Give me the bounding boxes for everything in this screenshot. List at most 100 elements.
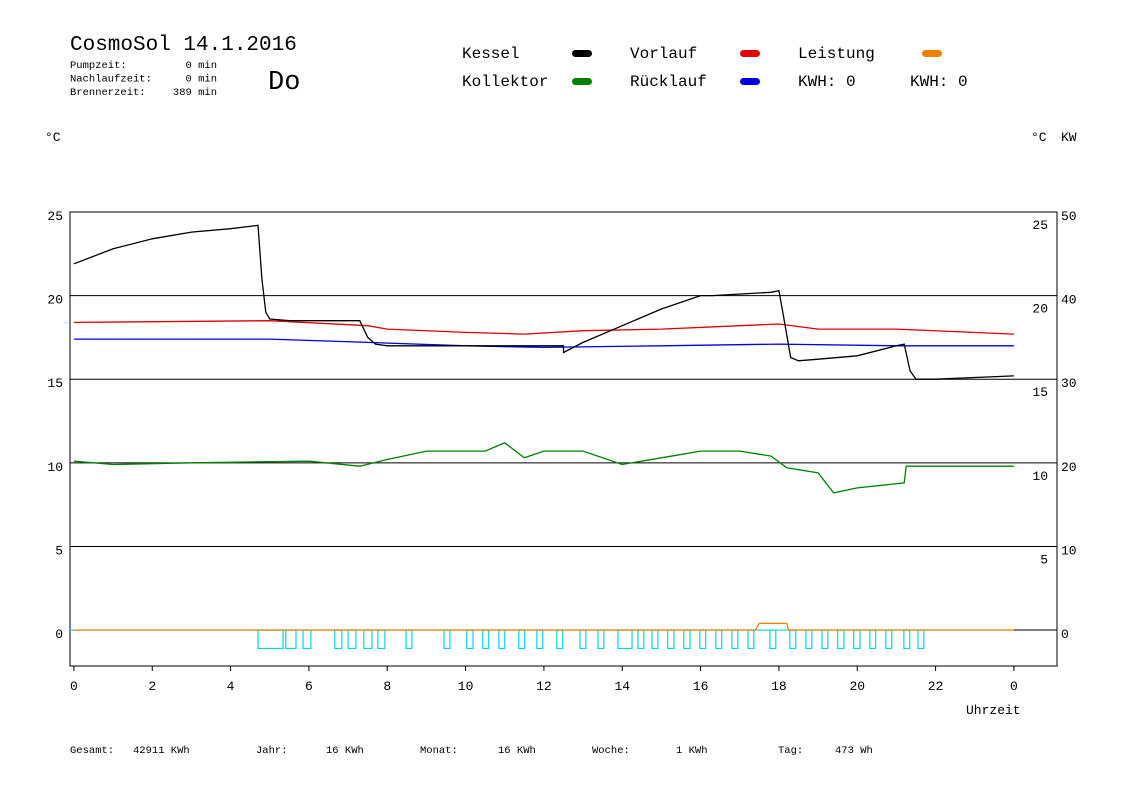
x-tick-label: 14 [614,679,630,694]
pulse [789,629,797,650]
y-axis-unit: °C [45,130,61,145]
legend-label: Leistung [798,45,875,63]
footer-label: Woche: [592,745,630,757]
stat-label: Nachlaufzeit: [70,74,152,86]
pulse [731,629,739,650]
y2-tick-label: 10 [1061,543,1077,558]
y-tick-label-right: 15 [1032,385,1048,400]
y-tick-label: 5 [55,543,63,558]
pulse [651,629,659,650]
pulse [556,629,564,650]
plot-frame [69,211,1058,667]
series-line [73,320,1014,335]
legend-swatch [572,78,592,85]
pulse [821,629,829,650]
pulse [334,629,343,650]
x-tick-label: 2 [148,679,156,694]
y-tick-label: 15 [47,376,63,391]
x-tick-label: 0 [1010,679,1018,694]
pulse [302,629,312,650]
x-axis-label: Uhrzeit [966,703,1021,718]
kwh-label: KWH: 0 [910,73,968,91]
y-tick-label: 25 [47,209,63,224]
pulse [617,629,633,650]
footer-label: Gesamt: [70,745,114,757]
x-tick-label: 4 [227,679,235,694]
pulse [443,629,451,650]
y-tick-label-right: 10 [1032,469,1048,484]
x-tick-label: 22 [928,679,944,694]
y2-tick-label: 0 [1061,627,1069,642]
pulse [917,629,925,650]
pulse [347,629,357,650]
x-tick-label: 6 [305,679,313,694]
stat-value: 0 min [185,60,217,72]
footer-label: Monat: [420,745,458,757]
stat-value: 389 min [173,87,217,99]
footer-label: Jahr: [256,745,288,757]
kwh-label: KWH: 0 [798,73,856,91]
pulse [482,629,490,650]
x-tick-label: 10 [458,679,474,694]
footer-value: 16 KWh [498,745,536,757]
stat-value: 0 min [185,74,217,86]
x-tick-label: 8 [383,679,391,694]
x-tick-label: 18 [771,679,787,694]
pulse [747,629,755,650]
pulse [405,629,413,650]
legend-swatch [572,50,592,57]
series-line [73,224,1014,380]
y2-tick-label: 50 [1061,209,1077,224]
y-tick-label: 20 [47,293,63,308]
footer-value: 473 Wh [835,745,873,757]
y-tick-label-right: 5 [1040,552,1048,567]
x-tick-label: 20 [849,679,865,694]
series-line [73,622,1014,631]
pulse [769,629,777,650]
legend-label: Kessel [462,45,520,63]
pulse [466,629,474,650]
legend-swatch [740,50,760,57]
y2-tick-label: 40 [1061,293,1077,308]
pulse [869,629,877,650]
legend-swatch [740,78,760,85]
y2-tick-label: 20 [1061,460,1077,475]
pulse [805,629,813,650]
pulse [637,629,645,650]
legend-label: Kollektor [462,73,548,91]
pulse [536,629,544,650]
pulse [257,629,284,650]
footer-value: 1 KWh [676,745,708,757]
pulse [498,629,506,650]
y-tick-label-right: 25 [1032,218,1048,233]
pulse [715,629,723,650]
y-tick-label-right: 20 [1032,302,1048,317]
pulse [683,629,691,650]
footer-label: Tag: [778,745,803,757]
pulse [363,629,373,650]
y-tick-label: 0 [55,627,63,642]
pulse [377,629,386,650]
pulse [518,629,526,650]
legend-swatch [922,50,942,57]
pulse [903,629,911,650]
footer-value: 16 KWh [326,745,364,757]
pulse [597,629,605,650]
weekday: Do [268,68,300,98]
x-tick-label: 16 [693,679,709,694]
pulse [699,629,707,650]
y-tick-label: 10 [47,460,63,475]
pulse [885,629,893,650]
pulse [579,629,587,650]
footer-value: 42911 KWh [133,745,190,757]
x-tick-label: 0 [70,679,78,694]
y2-tick-label: 30 [1061,376,1077,391]
title: CosmoSol 14.1.2016 [70,34,297,57]
pulse [667,629,675,650]
pulse [285,629,297,650]
series-line [73,338,1014,349]
x-tick-label: 12 [536,679,552,694]
stat-label: Brennerzeit: [70,87,146,99]
legend-label: Rücklauf [630,73,707,91]
